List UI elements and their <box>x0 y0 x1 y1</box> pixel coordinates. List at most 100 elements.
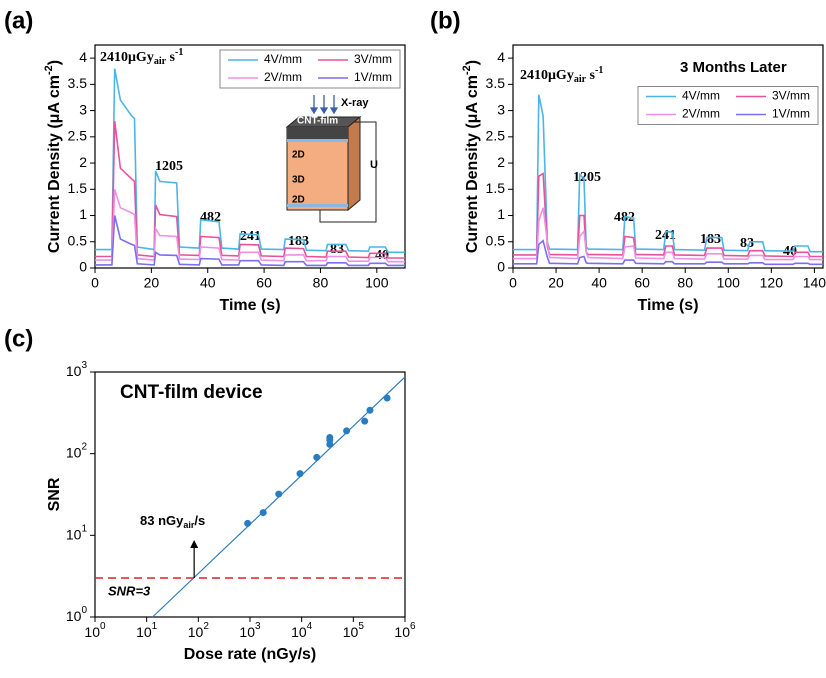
series-line <box>95 215 405 267</box>
tick-label: 2 <box>497 154 505 170</box>
inset-label: 2D <box>292 195 305 206</box>
x-axis-label: Time (s) <box>637 297 698 314</box>
legend-label: 1V/mm <box>354 70 392 84</box>
inset-label: X-ray <box>341 97 369 109</box>
tick-base: 10 <box>188 624 204 640</box>
tick-exp: 3 <box>81 360 87 371</box>
tick-label: 0 <box>91 275 99 291</box>
legend-label: 4V/mm <box>264 52 302 66</box>
y-axis-label: Current Density (μA cm-2) <box>43 60 63 253</box>
tick-label: 80 <box>677 275 693 291</box>
y-label-end: ) <box>46 60 63 65</box>
legend-box <box>219 49 401 89</box>
tick-label: 1 <box>79 206 87 222</box>
dose-sub: air <box>154 56 167 67</box>
tick-label: 60 <box>256 275 272 291</box>
level-label: 183 <box>288 234 309 249</box>
data-point <box>326 433 334 441</box>
tick-base: 10 <box>343 624 359 640</box>
tick-label: 100 <box>717 275 741 291</box>
tick-label: 80 <box>313 275 329 291</box>
tick-label: 104 <box>291 621 313 640</box>
data-point <box>296 470 304 478</box>
data-point <box>259 509 267 517</box>
dose-post: s <box>586 68 596 83</box>
panel-label: (a) <box>4 7 33 34</box>
legend-box <box>637 86 819 125</box>
tick-exp: 6 <box>410 621 416 632</box>
data-point <box>343 427 351 435</box>
tick-label: 101 <box>66 523 88 542</box>
tick-base: 10 <box>66 363 82 379</box>
dose-label: 2410μGyair s-1 <box>100 47 183 67</box>
tick-label: 103 <box>66 360 88 379</box>
series-line <box>513 172 823 258</box>
legend-label: 2V/mm <box>682 107 720 121</box>
inset-label: 2D <box>292 150 305 161</box>
tick-label: 0.5 <box>486 232 506 248</box>
tick-label: 103 <box>239 621 261 640</box>
tick-label: 40 <box>591 275 607 291</box>
level-label: 1205 <box>155 159 183 174</box>
lod-sub: air <box>183 520 195 530</box>
series-line <box>95 189 405 263</box>
data-point <box>366 406 374 414</box>
dose-text: 2410μGy <box>100 50 154 65</box>
tick-exp: 2 <box>81 441 87 452</box>
tick-label: 1 <box>497 206 505 222</box>
tick-label: 20 <box>144 275 160 291</box>
tick-base: 10 <box>84 624 100 640</box>
inset-label: CNT-film <box>297 116 338 127</box>
level-label: 241 <box>240 229 261 244</box>
tick-label: 1.5 <box>68 180 88 196</box>
y-label-text: Current Density (μA cm <box>464 75 481 253</box>
data-point <box>313 453 321 461</box>
tick-base: 10 <box>291 624 307 640</box>
tick-label: 60 <box>634 275 650 291</box>
legend-label: 3V/mm <box>772 89 810 103</box>
tick-label: 100 <box>84 621 106 640</box>
legend-label: 1V/mm <box>772 107 810 121</box>
tick-label: 20 <box>548 275 564 291</box>
level-label: 482 <box>200 210 221 225</box>
data-point <box>244 519 252 527</box>
tick-label: 0 <box>79 259 87 275</box>
dose-post: s <box>166 50 176 65</box>
tick-label: 4 <box>79 49 87 65</box>
lod-post: /s <box>194 513 205 528</box>
y-label-text: Current Density (μA cm <box>46 75 63 253</box>
tick-label: 120 <box>760 275 784 291</box>
tick-exp: 0 <box>81 605 87 616</box>
tick-label: 3 <box>79 101 87 117</box>
tick-base: 10 <box>66 526 82 542</box>
panel-label: (c) <box>4 325 33 352</box>
tick-label: 3.5 <box>68 75 88 91</box>
data-point <box>275 490 283 498</box>
lod-label: 83 nGyair/s <box>140 513 205 530</box>
tick-label: 4 <box>497 49 505 65</box>
tick-base: 10 <box>394 624 410 640</box>
tick-label: 0.5 <box>68 232 88 248</box>
tick-label: 3 <box>497 101 505 117</box>
y-label-sup: -2 <box>461 65 473 75</box>
tick-label: 101 <box>136 621 158 640</box>
tick-label: 105 <box>343 621 365 640</box>
panel-title: 3 Months Later <box>680 59 787 76</box>
plot-frame <box>512 44 824 269</box>
inset-label: U <box>370 159 378 171</box>
tick-label: 40 <box>200 275 216 291</box>
tick-label: 140 <box>803 275 826 291</box>
tick-label: 100 <box>365 275 389 291</box>
tick-label: 3.5 <box>486 75 506 91</box>
level-label: 183 <box>700 232 721 247</box>
data-point <box>361 417 369 425</box>
tick-label: 102 <box>66 441 88 460</box>
tick-label: 100 <box>66 605 88 624</box>
tick-label: 106 <box>394 621 416 640</box>
tick-label: 102 <box>188 621 210 640</box>
series-line <box>95 68 405 254</box>
tick-exp: 0 <box>100 621 106 632</box>
series-line <box>513 207 823 261</box>
tick-label: 2.5 <box>486 128 506 144</box>
